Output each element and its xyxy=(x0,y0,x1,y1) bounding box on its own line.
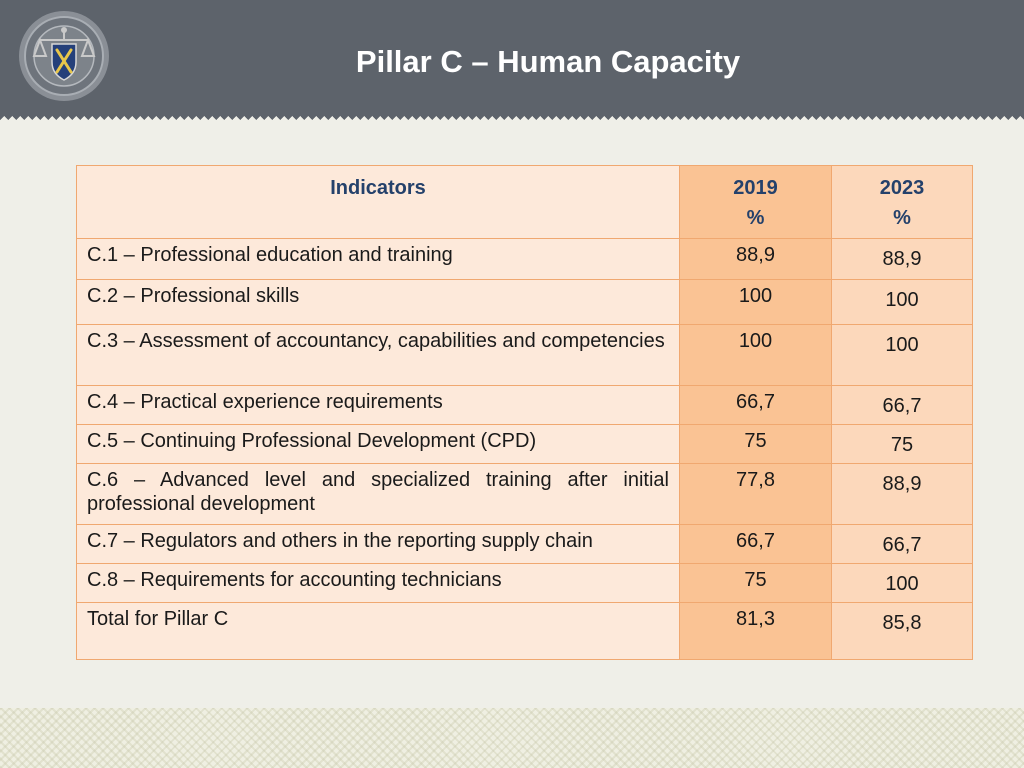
value-2023-cell: 66,7 xyxy=(831,524,973,564)
indicator-cell: C.3 – Assessment of accountancy, capabil… xyxy=(76,324,680,386)
value-2023-cell: 75 xyxy=(831,424,973,464)
header-bar xyxy=(0,0,1024,116)
value-2019-cell: 77,8 xyxy=(679,463,832,525)
value-2023-cell: 66,7 xyxy=(831,385,973,425)
header-2023-year: 2023 xyxy=(879,177,925,199)
value-2019-cell: 66,7 xyxy=(679,385,832,425)
indicator-cell: C.1 – Professional education and trainin… xyxy=(76,238,680,280)
value-2023-cell: 100 xyxy=(831,324,973,386)
table-row: C.8 – Requirements for accounting techni… xyxy=(76,563,973,603)
value-2019-cell: 75 xyxy=(679,563,832,603)
indicator-cell: C.4 – Practical experience requirements xyxy=(76,385,680,425)
table-row: C.1 – Professional education and trainin… xyxy=(76,238,973,280)
footer-pattern-band xyxy=(0,708,1024,768)
header-2019-unit: % xyxy=(746,207,765,229)
header-2023-unit: % xyxy=(893,207,911,229)
page-title: Pillar C – Human Capacity xyxy=(355,44,741,79)
value-2023-cell: 85,8 xyxy=(831,602,973,660)
value-2023-cell: 88,9 xyxy=(831,238,973,280)
value-2019-cell: 88,9 xyxy=(679,238,832,280)
value-2023-cell: 88,9 xyxy=(831,463,973,525)
value-2023-cell: 100 xyxy=(831,279,973,325)
table-row: C.6 – Advanced level and specialized tra… xyxy=(76,463,973,525)
table-row: C.2 – Professional skills 100 100 xyxy=(76,279,973,325)
indicator-cell: C.2 – Professional skills xyxy=(76,279,680,325)
indicator-cell: C.5 – Continuing Professional Developmen… xyxy=(76,424,680,464)
value-2019-cell: 81,3 xyxy=(679,602,832,660)
indicator-cell: Total for Pillar C xyxy=(76,602,680,660)
table-row: C.4 – Practical experience requirements … xyxy=(76,385,973,425)
table-row: C.3 – Assessment of accountancy, capabil… xyxy=(76,324,973,386)
indicator-cell: C.6 – Advanced level and specialized tra… xyxy=(76,463,680,525)
table-row: C.5 – Continuing Professional Developmen… xyxy=(76,424,973,464)
header-2019: 2019 % xyxy=(679,165,832,239)
table-header-row: Indicators 2019 % 2023 % xyxy=(76,165,973,239)
header-2023: 2023 % xyxy=(831,165,973,239)
table-row-total: Total for Pillar C 81,3 85,8 xyxy=(76,602,973,660)
header-indicators: Indicators xyxy=(76,165,680,239)
value-2019-cell: 100 xyxy=(679,279,832,325)
indicator-cell: C.8 – Requirements for accounting techni… xyxy=(76,563,680,603)
value-2019-cell: 66,7 xyxy=(679,524,832,564)
indicators-table: Indicators 2019 % 2023 % C.1 – Professio… xyxy=(76,165,973,660)
header-2019-year: 2019 xyxy=(733,177,778,199)
value-2019-cell: 75 xyxy=(679,424,832,464)
header-zigzag-border xyxy=(0,112,1024,122)
emblem-logo xyxy=(19,11,109,101)
table-row: C.7 – Regulators and others in the repor… xyxy=(76,524,973,564)
value-2023-cell: 100 xyxy=(831,563,973,603)
value-2019-cell: 100 xyxy=(679,324,832,386)
indicator-cell: C.7 – Regulators and others in the repor… xyxy=(76,524,680,564)
